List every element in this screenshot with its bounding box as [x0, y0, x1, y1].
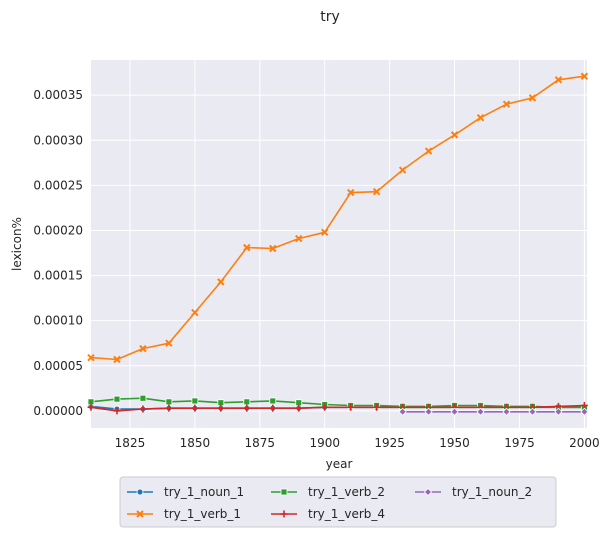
data-point-try-1-verb-1 [476, 114, 485, 122]
legend-marker [280, 488, 288, 496]
data-point-try-1-verb-1 [295, 234, 303, 243]
y-tick-label: 0.00030 [33, 133, 83, 147]
data-point-try-1-verb-4 [87, 403, 95, 411]
data-point-try-1-verb-1 [372, 187, 381, 196]
y-tick-label: 0.00005 [33, 359, 83, 373]
data-point-try-1-verb-4 [191, 404, 199, 412]
x-tick-label: 2000 [569, 436, 600, 450]
data-point-try-1-verb-4 [321, 403, 329, 411]
y-tick-label: 0.00035 [33, 88, 83, 102]
data-point-try-1-noun-2 [580, 407, 589, 416]
data-point-try-1-verb-1 [424, 147, 433, 155]
data-point-try-1-verb-2 [113, 395, 121, 403]
data-point-try-1-verb-1 [139, 344, 147, 353]
x-tick-label: 1900 [309, 436, 340, 450]
plot-area [87, 60, 589, 428]
legend-item: try_1_noun_2 [415, 485, 532, 499]
data-point-try-1-verb-1 [191, 308, 199, 317]
x-tick-label: 1975 [504, 436, 535, 450]
x-tick-label: 1850 [180, 436, 211, 450]
legend-item: try_1_verb_4 [271, 507, 385, 521]
data-point-try-1-verb-4 [139, 405, 147, 413]
data-point-try-1-noun-2 [476, 407, 485, 416]
legend-label: try_1_noun_2 [452, 485, 532, 499]
legend-label: try_1_verb_4 [308, 507, 385, 521]
series-line-try-1-verb-1 [90, 75, 585, 361]
data-point-try-1-verb-4 [165, 404, 173, 412]
legend-marker [136, 488, 144, 496]
data-point-try-1-verb-2 [269, 397, 277, 405]
data-point-try-1-noun-2 [450, 407, 459, 416]
legend-label: try_1_verb_1 [164, 507, 241, 521]
y-tick-label: 0.00010 [33, 314, 83, 328]
data-point-try-1-verb-4 [269, 404, 277, 412]
data-point-try-1-verb-1 [398, 166, 407, 174]
y-tick-label: 0.00015 [33, 269, 83, 283]
series-line-try-1-verb-4 [90, 404, 585, 412]
x-tick-label: 1875 [245, 436, 276, 450]
data-point-try-1-verb-1 [217, 278, 225, 286]
data-point-try-1-verb-4 [243, 404, 251, 412]
data-point-try-1-verb-2 [191, 397, 199, 405]
x-axis-label: year [326, 457, 353, 471]
data-point-try-1-verb-4 [373, 403, 381, 411]
legend-box [119, 476, 557, 528]
series-try-1-noun-2 [398, 407, 589, 416]
data-point-try-1-noun-2 [502, 407, 511, 416]
legend-marker [280, 510, 288, 518]
series-try-1-verb-1 [87, 72, 589, 364]
legend-item: try_1_verb_1 [127, 507, 241, 521]
data-point-try-1-verb-4 [113, 407, 121, 415]
legend-label: try_1_noun_1 [164, 485, 244, 499]
legend-item: try_1_verb_2 [271, 485, 385, 499]
data-point-try-1-verb-4 [347, 403, 355, 411]
data-point-try-1-verb-2 [139, 394, 147, 402]
data-point-try-1-verb-1 [243, 243, 251, 252]
data-point-try-1-verb-2 [165, 398, 173, 406]
data-point-try-1-verb-1 [113, 355, 121, 364]
data-point-try-1-verb-4 [217, 404, 225, 412]
data-point-try-1-noun-2 [528, 407, 537, 416]
legend-item: try_1_noun_1 [127, 485, 244, 499]
legend-marker [423, 487, 433, 497]
data-point-try-1-verb-2 [243, 398, 251, 406]
x-tick-label: 1950 [439, 436, 470, 450]
data-point-try-1-verb-1 [554, 76, 563, 84]
x-tick-label: 1825 [115, 436, 146, 450]
data-point-try-1-verb-1 [502, 100, 511, 108]
data-point-try-1-verb-1 [269, 244, 277, 253]
data-point-try-1-verb-1 [165, 339, 173, 347]
data-point-try-1-verb-1 [321, 228, 329, 236]
data-point-try-1-verb-1 [580, 72, 589, 80]
legend-label: try_1_verb_2 [308, 485, 385, 499]
chart-title: try [320, 9, 340, 25]
data-point-try-1-verb-1 [346, 188, 355, 197]
x-axis-ticks: 1825 1850 1875 1900 1925 1950 1975 2000 [115, 436, 600, 450]
data-point-try-1-noun-2 [424, 407, 433, 416]
series-try-1-verb-4 [87, 401, 588, 415]
legend: try_1_noun_1 try_1_verb_1 try_1_verb_2 try_… [119, 476, 557, 528]
y-axis-ticks: 0.00000 0.00005 0.00010 0.00015 0.00020 0.000… [33, 88, 83, 418]
series-group [87, 72, 589, 416]
y-tick-label: 0.00000 [33, 404, 83, 418]
data-point-try-1-verb-4 [295, 404, 303, 412]
plot-background [91, 60, 587, 428]
data-point-try-1-noun-2 [398, 407, 407, 416]
y-axis-label: lexicon% [10, 217, 24, 271]
legend-marker [136, 510, 144, 518]
gridlines [91, 60, 587, 428]
data-point-try-1-verb-1 [450, 131, 459, 139]
data-point-try-1-noun-2 [554, 407, 563, 416]
x-tick-label: 1925 [374, 436, 405, 450]
series-line-try-1-verb-2 [90, 397, 585, 409]
y-tick-label: 0.00020 [33, 223, 83, 237]
data-point-try-1-verb-1 [528, 94, 537, 102]
y-tick-label: 0.00025 [33, 178, 83, 192]
data-point-try-1-verb-1 [87, 353, 95, 362]
